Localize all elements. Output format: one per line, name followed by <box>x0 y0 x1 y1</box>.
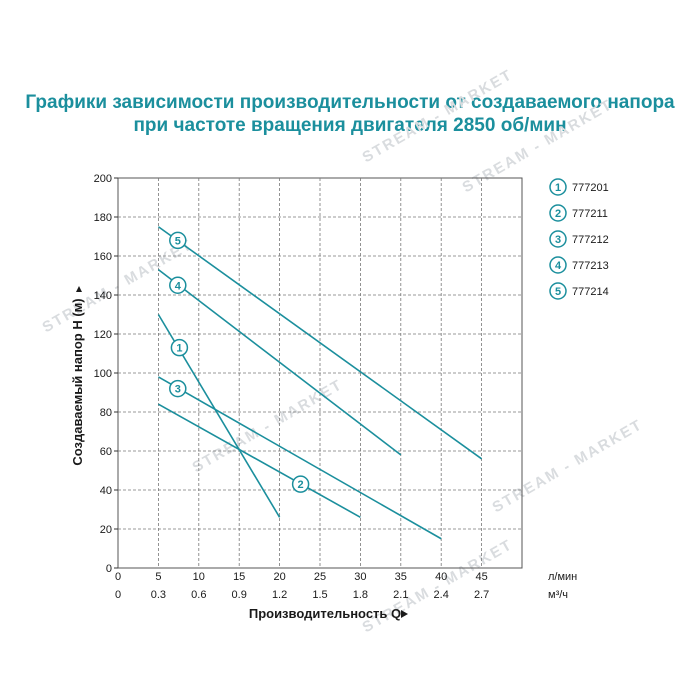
x-axis-tick-label-lpm: 40 <box>435 571 447 583</box>
x-axis-tick-label-lpm: 5 <box>155 571 161 583</box>
y-axis-tick-label: 200 <box>94 173 112 185</box>
legend-marker-number-777214: 5 <box>555 286 561 298</box>
legend-label-777213: 777213 <box>572 260 609 272</box>
y-axis-tick-label: 160 <box>94 251 112 263</box>
y-axis-tick-label: 120 <box>94 329 112 341</box>
legend-marker-number-777212: 3 <box>555 234 561 246</box>
series-line-777212 <box>158 376 442 540</box>
x-axis-tick-label-m3h: 0.3 <box>151 589 166 601</box>
legend-marker-number-777201: 1 <box>555 182 561 194</box>
x-axis-tick-label-lpm: 0 <box>115 571 121 583</box>
series-marker-circle-777214 <box>169 231 187 250</box>
series-marker-number-777214: 5 <box>175 235 181 247</box>
legend-marker-777211 <box>549 204 567 222</box>
chart-grid <box>114 177 523 569</box>
x-axis-tick-label-lpm: 35 <box>395 571 407 583</box>
series-line-777214 <box>157 226 483 460</box>
series-line-777211 <box>158 403 361 518</box>
series-marker-number-777212: 3 <box>175 384 181 396</box>
legend-marker-777201 <box>549 178 567 196</box>
chart-series-markers: 1 2 3 4 5 <box>169 231 310 493</box>
x-axis-tick-label-m3h: 1.5 <box>312 589 327 601</box>
x-axis-tick-label-m3h: 2.4 <box>434 589 449 601</box>
x-axis-tick-label-lpm: 30 <box>354 571 366 583</box>
chart-legend: 1 777201 2 777211 3 777212 4 777213 5 777214 <box>549 178 609 300</box>
x-axis-title: Производительность Q <box>249 606 401 621</box>
legend-label-777201: 777201 <box>572 182 609 194</box>
y-axis-tick-label: 140 <box>94 290 112 302</box>
legend-marker-number-777213: 4 <box>555 260 562 272</box>
series-marker-number-777213: 4 <box>175 280 182 292</box>
y-axis-tick-label: 180 <box>94 212 112 224</box>
watermark-text: STREAM - MARKET <box>360 536 516 636</box>
chart-title-line-2: при частоте вращения двигателя 2850 об/м… <box>133 115 567 136</box>
watermark-text: STREAM - MARKET <box>490 416 646 516</box>
y-axis-arrow-icon <box>76 286 82 292</box>
series-line-777213 <box>157 269 402 456</box>
x-axis-tick-label-m3h: 2.7 <box>474 589 489 601</box>
legend-marker-777212 <box>549 230 567 248</box>
x-axis-tick-label-lpm: 15 <box>233 571 245 583</box>
legend-label-777214: 777214 <box>572 286 609 298</box>
x-axis-tick-label-m3h: 2.1 <box>393 589 408 601</box>
legend-label-777212: 777212 <box>572 234 609 246</box>
y-axis-title: Создаваемый напор H (м) <box>70 298 85 465</box>
x-axis-tick-label-m3h: 0 <box>115 589 121 601</box>
x-axis-tick-label-m3h: 1.2 <box>272 589 287 601</box>
x-axis-tick-label-lpm: 45 <box>475 571 487 583</box>
x-axis-unit-m3h: м³/ч <box>548 589 568 601</box>
series-marker-number-777201: 1 <box>176 343 182 355</box>
watermark-text: STREAM - MARKET <box>190 376 346 476</box>
x-axis-tick-label-lpm: 25 <box>314 571 326 583</box>
y-axis-tick-label: 40 <box>100 485 112 497</box>
chart-series-layer <box>157 226 483 540</box>
legend-marker-777214 <box>549 282 567 300</box>
legend-label-777211: 777211 <box>572 208 608 220</box>
series-marker-circle-777201 <box>170 338 189 357</box>
y-axis-tick-label: 60 <box>100 446 112 458</box>
x-axis-tick-label-m3h: 1.8 <box>353 589 368 601</box>
series-marker-circle-777213 <box>169 276 187 294</box>
series-marker-circle-777212 <box>169 379 187 398</box>
legend-marker-777213 <box>549 256 567 274</box>
y-axis-tick-label: 100 <box>94 368 112 380</box>
y-axis-tick-label: 0 <box>106 563 112 575</box>
x-axis-tick-label-lpm: 10 <box>193 571 205 583</box>
series-marker-number-777211: 2 <box>298 479 304 491</box>
legend-marker-number-777211: 2 <box>555 208 561 220</box>
y-axis-tick-labels: 0 20 40 60 80 100 120 140 160 180 200 <box>94 173 112 575</box>
x-axis-tick-label-m3h: 0.6 <box>191 589 206 601</box>
y-axis-tick-label: 20 <box>100 524 112 536</box>
y-axis-tick-label: 80 <box>100 407 112 419</box>
x-axis-tick-label-m3h: 0.9 <box>232 589 247 601</box>
x-axis-arrow-icon <box>401 610 408 618</box>
chart-title: Графики зависимости производительности о… <box>0 91 700 137</box>
watermark-text: STREAM - MARKET <box>360 66 516 166</box>
chart-title-line-1: Графики зависимости производительности о… <box>25 92 675 113</box>
series-marker-circle-777211 <box>291 475 310 493</box>
x-axis-unit-lpm: л/мин <box>548 571 577 583</box>
x-axis-tick-labels: 0 5 10 15 20 25 30 35 40 45 0 0.3 0.6 0.9 1.2 1.5 1.8 2.1… <box>115 571 489 601</box>
x-axis-tick-label-lpm: 20 <box>273 571 285 583</box>
